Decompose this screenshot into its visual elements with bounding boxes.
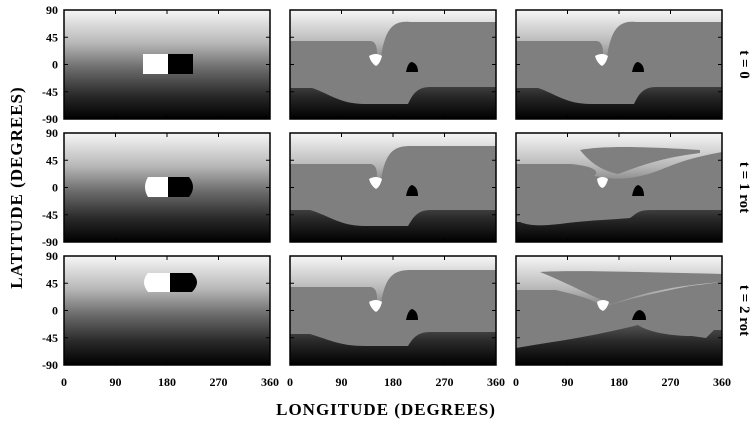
black-spot bbox=[406, 62, 418, 72]
y-tick-label: -90 bbox=[42, 112, 58, 126]
white-spot bbox=[597, 300, 609, 311]
row-label-t0: t = 0 bbox=[736, 50, 752, 79]
x-tick-label: 0 bbox=[61, 375, 67, 389]
y-tick-label: 90 bbox=[46, 249, 58, 263]
x-tick-label: 90 bbox=[110, 375, 122, 389]
y-tick-label: 90 bbox=[46, 3, 58, 17]
x-tick-label: 0 bbox=[513, 375, 519, 389]
black-spot bbox=[632, 62, 644, 72]
y-tick-label: -45 bbox=[42, 85, 58, 99]
x-tick-label: 90 bbox=[336, 375, 348, 389]
y-tick-label: 45 bbox=[46, 153, 58, 167]
panel-r1-c1 bbox=[289, 132, 497, 243]
white-flux-patch bbox=[143, 54, 168, 74]
y-tick-label: 0 bbox=[52, 181, 58, 195]
panel-r0-c0 bbox=[63, 9, 271, 120]
northern-flux-tongue bbox=[580, 147, 700, 174]
black-spot bbox=[632, 310, 646, 320]
y-tick-label: 0 bbox=[52, 58, 58, 72]
northern-flux-tongue bbox=[540, 271, 722, 304]
black-spot bbox=[632, 185, 644, 196]
y-tick-label: 45 bbox=[46, 30, 58, 44]
x-tick-label: 0 bbox=[287, 375, 293, 389]
black-flux-patch bbox=[168, 177, 193, 197]
y-tick-label: -90 bbox=[42, 235, 58, 249]
x-tick-label: 90 bbox=[562, 375, 574, 389]
sheared-flux-band bbox=[290, 146, 496, 226]
y-tick-label: -45 bbox=[42, 331, 58, 345]
sheared-flux-band bbox=[290, 21, 496, 104]
x-tick-label: 270 bbox=[436, 375, 454, 389]
sheared-flux-band bbox=[290, 270, 496, 346]
x-tick-label: 270 bbox=[662, 375, 680, 389]
black-spot bbox=[406, 185, 418, 196]
black-spot bbox=[406, 309, 418, 320]
x-tick-label: 180 bbox=[384, 375, 402, 389]
y-tick-label: -90 bbox=[42, 358, 58, 372]
white-flux-patch bbox=[145, 177, 168, 197]
y-tick-label: 0 bbox=[52, 304, 58, 318]
white-spot bbox=[595, 54, 608, 66]
row-label-t2: t = 2 rot bbox=[736, 285, 752, 336]
sheared-flux-band bbox=[516, 282, 722, 348]
panel-background bbox=[64, 256, 270, 365]
panel-r2-c0 bbox=[63, 255, 271, 366]
x-tick-label: 360 bbox=[487, 375, 505, 389]
white-spot bbox=[369, 300, 382, 312]
white-spot bbox=[369, 54, 382, 66]
x-axis-label: LONGITUDE (DEGREES) bbox=[276, 400, 496, 419]
sheared-flux-band bbox=[516, 152, 722, 226]
y-tick-label: -45 bbox=[42, 208, 58, 222]
panel-r1-c2 bbox=[515, 132, 723, 243]
panel-r0-c1 bbox=[289, 9, 497, 120]
panel-r0-c2 bbox=[515, 9, 723, 120]
x-tick-label: 180 bbox=[610, 375, 628, 389]
y-tick-label: 45 bbox=[46, 276, 58, 290]
black-flux-patch bbox=[170, 273, 197, 292]
black-flux-patch bbox=[168, 54, 193, 74]
x-tick-label: 270 bbox=[210, 375, 228, 389]
x-tick-label: 360 bbox=[261, 375, 279, 389]
panel-r1-c0 bbox=[63, 132, 271, 243]
sheared-flux-band bbox=[516, 21, 722, 104]
white-spot bbox=[597, 177, 608, 188]
panel-r2-c1 bbox=[289, 255, 497, 366]
white-spot bbox=[369, 177, 382, 189]
y-tick-label: 90 bbox=[46, 126, 58, 140]
panel-r2-c2 bbox=[515, 255, 723, 366]
x-tick-label: 360 bbox=[713, 375, 731, 389]
row-label-t1: t = 1 rot bbox=[736, 162, 752, 213]
y-axis-label: LATITUDE (DEGREES) bbox=[7, 86, 26, 288]
white-flux-patch bbox=[144, 273, 170, 292]
x-tick-label: 180 bbox=[158, 375, 176, 389]
